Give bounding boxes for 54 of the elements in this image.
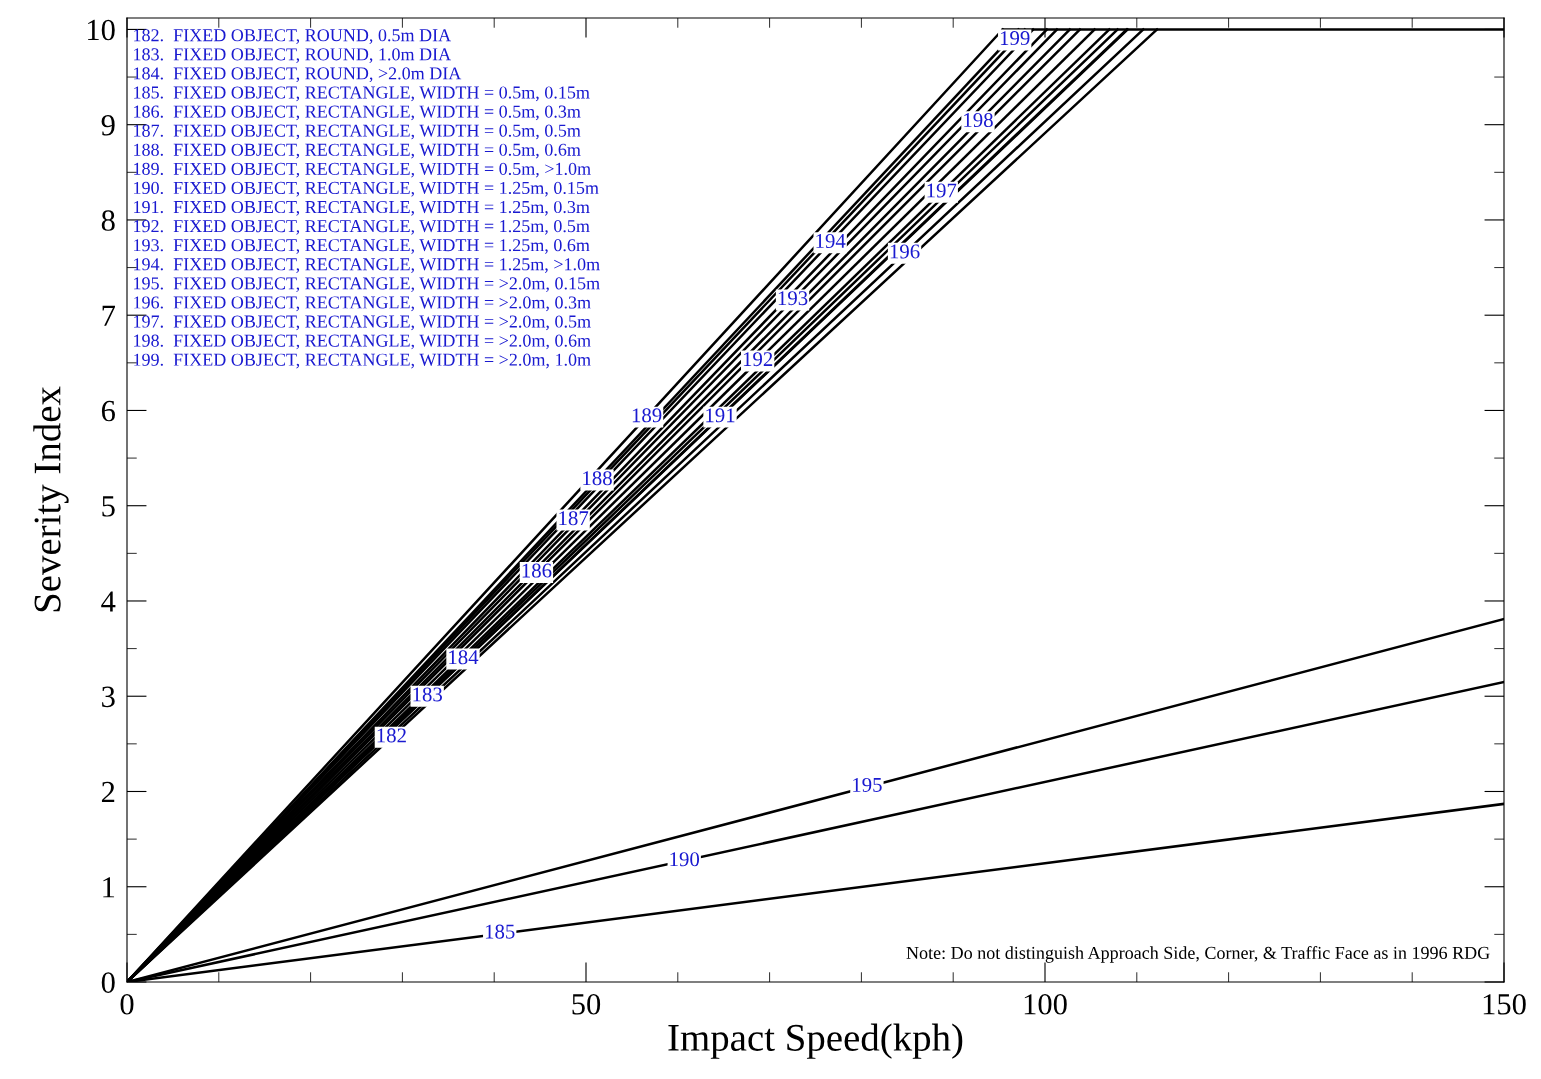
- annotation: 188. FIXED OBJECT, RECTANGLE, WIDTH = 0.5m, 0.6m: [134, 143, 581, 159]
- annotation: 182: [377, 728, 406, 743]
- annotation: 196. FIXED OBJECT, RECTANGLE, WIDTH = >2.0m, 0.3m: [134, 296, 591, 312]
- annotation: 199. FIXED OBJECT, RECTANGLE, WIDTH = >2.0m, 1.0m: [134, 353, 591, 369]
- annotation: 187. FIXED OBJECT, RECTANGLE, WIDTH = 0.5m, 0.5m: [134, 124, 581, 140]
- x-tick-label: 0: [120, 993, 134, 1015]
- annotation: 184. FIXED OBJECT, ROUND, >2.0m DIA: [134, 67, 462, 83]
- annotation: 194. FIXED OBJECT, RECTANGLE, WIDTH = 1.25m, >1.0m: [134, 258, 600, 273]
- y-tick-label: 7: [102, 305, 116, 326]
- annotation: 186. FIXED OBJECT, RECTANGLE, WIDTH = 0.5m, 0.3m: [134, 105, 581, 121]
- y-tick-label: 6: [101, 400, 115, 422]
- y-tick-label: 8: [101, 210, 115, 231]
- annotation: 186: [522, 563, 552, 578]
- y-tick-label: 3: [102, 686, 115, 708]
- annotation: 183: [413, 687, 442, 702]
- annotation: 188: [583, 471, 612, 486]
- annotation: 195. FIXED OBJECT, RECTANGLE, WIDTH = >2.0m, 0.15m: [134, 277, 600, 293]
- annotation: 183. FIXED OBJECT, ROUND, 1.0m DIA: [134, 48, 452, 63]
- y-tick-label: 1: [103, 877, 115, 898]
- y-tick-label: 5: [102, 496, 115, 517]
- annotation: 190. FIXED OBJECT, RECTANGLE, WIDTH = 1.25m, 0.15m: [134, 181, 599, 197]
- annotation: 193: [778, 291, 808, 306]
- annotation: 198: [964, 112, 993, 128]
- annotation: 197: [927, 183, 957, 198]
- y-tick-label: 10: [88, 19, 115, 41]
- annotation: 192. FIXED OBJECT, RECTANGLE, WIDTH = 1.25m, 0.5m: [134, 220, 590, 235]
- annotation: 199: [1000, 31, 1030, 46]
- annotation: 182. FIXED OBJECT, ROUND, 0.5m DIA: [134, 29, 452, 44]
- annotation: 193. FIXED OBJECT, RECTANGLE, WIDTH = 1.25m, 0.6m: [134, 239, 590, 254]
- annotation: 192: [743, 352, 773, 367]
- annotation: 189. FIXED OBJECT, RECTANGLE, WIDTH = 0.5m, >1.0m: [134, 162, 591, 178]
- y-tick-label: 0: [101, 972, 115, 993]
- x-axis-title: Impact Speed(kph): [668, 1023, 963, 1059]
- annotation: 185. FIXED OBJECT, RECTANGLE, WIDTH = 0.5m, 0.15m: [134, 86, 590, 102]
- annotation: 196: [890, 244, 920, 259]
- y-tick-label: 9: [101, 115, 115, 136]
- annotation: Note: Do not distinguish Approach Side, Corner, & Traffic Face as in 1996 RDG: [906, 946, 1490, 963]
- annotation: 184: [449, 650, 479, 665]
- annotation: 190: [670, 852, 700, 867]
- x-tick-label: 100: [1024, 993, 1067, 1015]
- annotation: 191: [706, 408, 735, 423]
- annotation: 191. FIXED OBJECT, RECTANGLE, WIDTH = 1.25m, 0.3m: [134, 200, 590, 216]
- y-tick-label: 4: [101, 591, 116, 612]
- annotation: 195: [853, 777, 882, 792]
- annotation: 197. FIXED OBJECT, RECTANGLE, WIDTH = >2.0m, 0.5m: [134, 315, 591, 331]
- annotation: 189: [632, 408, 662, 423]
- annotation: 187: [559, 511, 589, 526]
- annotation: 194: [816, 234, 846, 249]
- x-tick-label: 50: [572, 993, 601, 1015]
- y-axis-title: Severity Index: [33, 386, 69, 612]
- y-tick-label: 2: [101, 781, 115, 803]
- annotation: 198. FIXED OBJECT, RECTANGLE, WIDTH = >2.0m, 0.6m: [134, 334, 591, 350]
- annotation: 185: [485, 924, 515, 939]
- x-tick-label: 150: [1483, 993, 1526, 1015]
